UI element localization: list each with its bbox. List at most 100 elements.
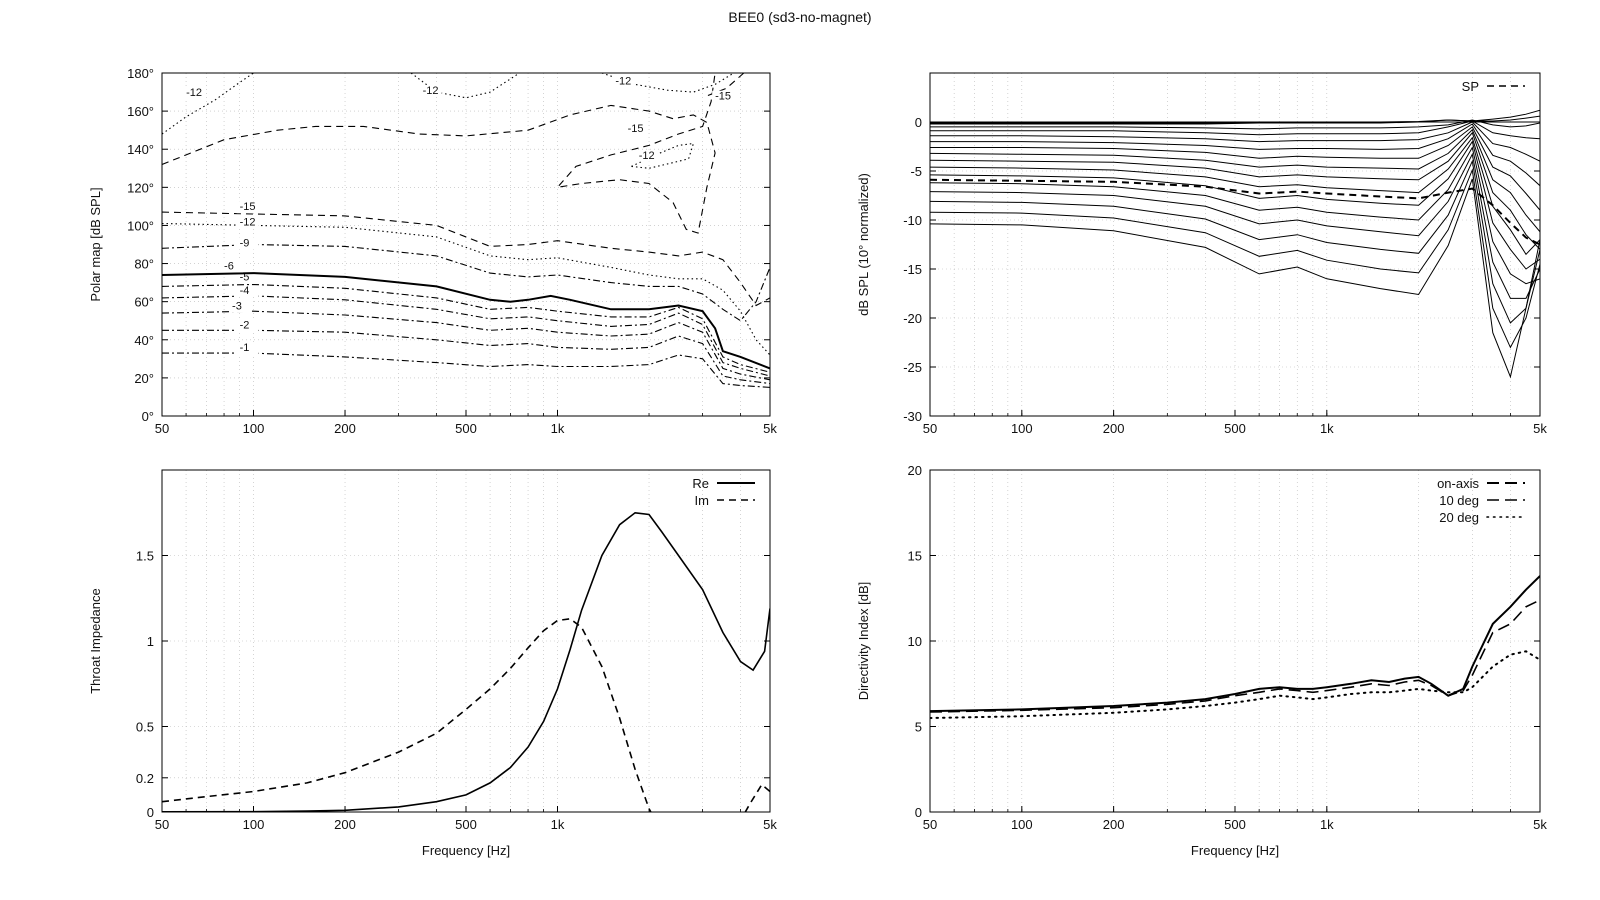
x-tick-label: 100 [1011, 421, 1033, 436]
contour-label-bg [612, 75, 635, 88]
angle-curve [930, 146, 1540, 285]
legend-label: 10 deg [1439, 493, 1479, 508]
impedance-chart: 50 100 200 500 1k 5k 0 0.2 0.5 1 1.5 Throat Impedan… [88, 469, 777, 858]
contour-label-bg [236, 285, 259, 298]
contour-label: -3 [232, 300, 242, 312]
contour-label-bg [236, 201, 259, 214]
angle-curve [930, 168, 1540, 349]
contour-label-bg [221, 260, 244, 273]
contour-label: -12 [615, 75, 631, 87]
contour-label-bg [236, 319, 259, 332]
y-tick-label: 15 [908, 549, 922, 564]
contour-label: -5 [240, 272, 250, 284]
x-tick-label: 200 [1103, 817, 1125, 832]
contour-label: -12 [186, 87, 202, 99]
y-tick-label: 20° [134, 371, 154, 386]
y-tick-label: 0° [142, 409, 154, 424]
y-tick-label: -15 [903, 262, 922, 277]
angle-curve [930, 178, 1540, 379]
contour-label: -1 [240, 342, 250, 354]
contour-line [162, 329, 770, 385]
y-tick-label: -5 [910, 164, 922, 179]
x-tick-label: 5k [763, 817, 777, 832]
contour-line [162, 352, 770, 388]
angle-curve [930, 136, 1540, 256]
angle-curve [930, 152, 1540, 299]
contour-line [162, 272, 770, 370]
x-tick-label: 200 [1103, 421, 1125, 436]
contour-label: -2 [240, 319, 250, 331]
contour-label-bg [635, 149, 658, 162]
y-axis-label: Throat Impedance [88, 588, 103, 694]
y-axis-label: dB SPL (10° normalized) [856, 173, 871, 316]
contour-label-bg [183, 86, 206, 99]
y-tick-label: -30 [903, 409, 922, 424]
x-tick-label: 1k [551, 421, 565, 436]
legend-label: Im [695, 493, 709, 508]
y-tick-label: 0 [915, 115, 922, 130]
contour-label-bg [236, 342, 259, 355]
directivity-chart: 50 100 200 500 1k 5k 0 5 10 15 20 Directivity Index… [856, 463, 1547, 858]
y-tick-label: -25 [903, 360, 922, 375]
y-tick-label: -20 [903, 311, 922, 326]
y-axis-label: Polar map [dB SPL] [88, 187, 103, 301]
x-tick-label: 50 [923, 421, 937, 436]
angle-curve [930, 131, 1540, 250]
polar-map-chart: 50 100 200 500 1k 5k 0° 20° 40° 60° 80° 100° 120° 140… [88, 66, 777, 436]
legend-label: SP [1462, 79, 1479, 94]
y-tick-label: 160° [127, 104, 154, 119]
angle-curve [930, 119, 1540, 130]
y-tick-label: 40° [134, 333, 154, 348]
angle-curve [930, 109, 1540, 124]
x-tick-label: 500 [1224, 421, 1246, 436]
angle-curve [930, 120, 1540, 140]
contour-label: -9 [240, 237, 250, 249]
y-tick-label: 0 [147, 805, 154, 820]
contour-label: -12 [240, 216, 256, 228]
angle-curve [930, 128, 1540, 233]
angle-curve [930, 159, 1540, 324]
contour-label: -15 [628, 123, 644, 135]
contour-line [601, 73, 735, 93]
angle-curve [930, 115, 1540, 125]
series-line [930, 599, 1540, 713]
contour-label: -4 [240, 285, 250, 297]
angle-curve [930, 140, 1540, 270]
x-axis-label: Frequency [Hz] [422, 843, 510, 858]
x-tick-label: 500 [455, 817, 477, 832]
x-tick-label: 5k [1533, 421, 1547, 436]
x-tick-label: 1k [1320, 817, 1334, 832]
angle-curve [930, 126, 1540, 211]
contour-line [162, 243, 770, 322]
contour-label: -15 [715, 91, 731, 103]
contour-label-bg [236, 271, 259, 284]
x-tick-label: 200 [334, 817, 356, 832]
x-tick-label: 500 [455, 421, 477, 436]
angle-curve [930, 123, 1540, 187]
legend-label: Re [692, 476, 709, 491]
series-line [930, 650, 1540, 719]
contour-label-bg [229, 300, 252, 313]
contour-label-bg [236, 216, 259, 229]
contour-label-bg [712, 90, 735, 103]
contour-label: -15 [240, 201, 256, 213]
y-tick-label: 5 [915, 720, 922, 735]
y-tick-label: 60° [134, 295, 154, 310]
y-tick-label: 1.5 [136, 549, 154, 564]
spl-chart: 50 100 200 500 1k 5k 0 -5 -10 -15 -20 -25 -30 dB SPL … [856, 72, 1547, 436]
y-tick-label: 180° [127, 66, 154, 81]
x-tick-label: 1k [551, 817, 565, 832]
contour-line [162, 73, 254, 135]
x-tick-label: 50 [155, 421, 169, 436]
y-tick-label: 140° [127, 142, 154, 157]
contour-label: -12 [639, 150, 655, 162]
contour-line [162, 310, 770, 381]
series-line [930, 575, 1540, 713]
angle-curve [930, 121, 1540, 162]
y-tick-label: 10 [908, 634, 922, 649]
legend-label: 20 deg [1439, 510, 1479, 525]
series-line [162, 511, 770, 812]
x-tick-label: 100 [1011, 817, 1033, 832]
x-tick-label: 100 [243, 421, 265, 436]
